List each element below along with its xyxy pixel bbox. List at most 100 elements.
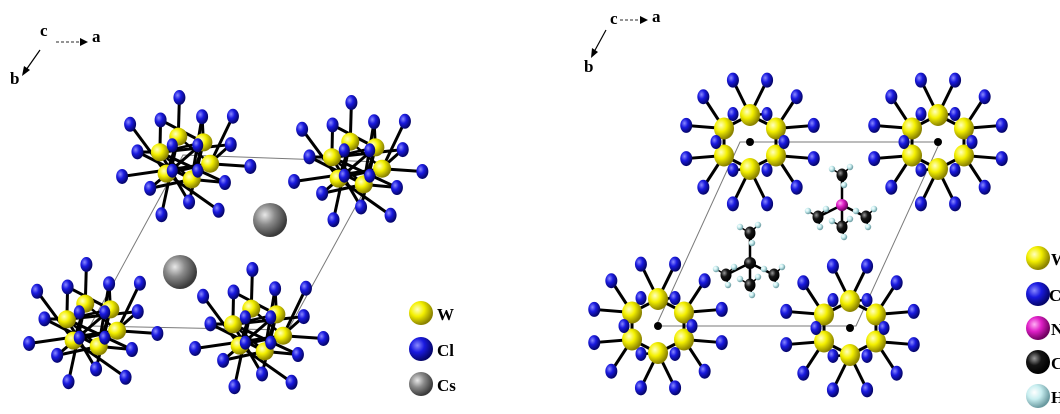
w-atom	[622, 301, 643, 324]
bond	[128, 123, 168, 175]
left-cluster-layer	[23, 89, 429, 395]
b-axis-line	[25, 49, 41, 71]
w-atom	[223, 315, 242, 334]
cl-atom	[246, 261, 259, 277]
cl-atom	[697, 89, 710, 105]
w-atom	[814, 303, 835, 326]
cl-atom	[727, 107, 739, 122]
h-atom	[736, 223, 744, 231]
cl-atom	[291, 347, 304, 363]
cl-atom	[239, 310, 251, 325]
cl-atom	[949, 162, 961, 177]
right-structure-svg: c a b W Cl N C H	[584, 7, 1060, 408]
cl-atom	[73, 305, 85, 320]
cl-atom	[38, 311, 51, 327]
cl-atom	[861, 348, 873, 363]
cl-atom	[686, 319, 698, 333]
h-atom	[736, 275, 744, 283]
w-atom	[622, 328, 643, 351]
cl-atom	[296, 121, 309, 137]
h-atom	[864, 223, 872, 231]
cl-atom	[144, 180, 157, 196]
w-atom	[274, 326, 293, 345]
h-atom	[828, 165, 836, 173]
cl-atom	[807, 117, 820, 133]
w-atom	[108, 321, 127, 340]
w-atom	[740, 158, 760, 180]
bond	[300, 128, 340, 180]
cl-atom	[697, 179, 710, 195]
cl-atom	[605, 273, 618, 289]
cluster	[288, 94, 429, 228]
cl-atom	[269, 281, 282, 297]
w-atom	[840, 344, 860, 366]
cl-atom	[680, 151, 693, 167]
cl-atom	[790, 89, 803, 105]
cl-atom	[61, 279, 74, 295]
h-atom	[754, 221, 762, 229]
cl-atom	[124, 116, 137, 132]
cl-atom	[228, 379, 241, 395]
c-atom	[744, 226, 756, 240]
h-atom	[840, 181, 848, 189]
h-atom	[822, 205, 830, 213]
legend-h-swatch	[1026, 384, 1050, 408]
cl-atom	[326, 117, 339, 133]
cl-atom	[605, 363, 618, 379]
w-atom	[714, 117, 735, 140]
cl-atom	[907, 303, 920, 319]
legend-w-label: W	[1051, 250, 1060, 269]
cl-atom	[226, 108, 239, 124]
right-unit-cell	[655, 141, 941, 327]
cl-atom	[90, 361, 103, 377]
cl-atom	[316, 185, 329, 201]
cl-atom	[183, 194, 196, 210]
cl-atom	[396, 142, 409, 158]
cluster	[780, 258, 920, 398]
cl-atom	[416, 163, 429, 179]
cl-atom	[826, 258, 839, 274]
w-atom	[648, 288, 668, 310]
cl-atom	[303, 149, 316, 165]
cl-atom	[189, 340, 202, 356]
legend-cl-swatch	[1026, 282, 1050, 306]
cl-atom	[861, 258, 874, 274]
cl-atom	[790, 179, 803, 195]
legend-cs-label: Cs	[437, 376, 456, 395]
cl-atom	[62, 374, 75, 390]
cl-atom	[669, 256, 682, 272]
cl-atom	[669, 380, 682, 396]
cl-atom	[727, 162, 739, 177]
cl-atom	[868, 151, 881, 167]
left-structure-panel: c a b W Cl Cs	[10, 21, 456, 396]
cl-atom	[680, 117, 693, 133]
w-atom	[840, 290, 860, 312]
c-axis-label: c	[40, 21, 48, 40]
b-axis-label: b	[584, 57, 593, 76]
cl-atom	[878, 321, 890, 335]
legend-h-label: H	[1051, 388, 1060, 407]
right-structure-panel: c a b W Cl N C H	[530, 0, 1060, 414]
cl-atom	[797, 275, 810, 291]
h-atom	[870, 205, 878, 213]
cl-atom	[780, 303, 793, 319]
cl-atom	[978, 179, 991, 195]
left-legend: W Cl Cs	[409, 301, 456, 396]
cl-atom	[218, 175, 231, 191]
legend-cl-swatch	[409, 337, 433, 361]
legend-c-label: C	[1051, 354, 1060, 373]
h-atom	[778, 263, 786, 271]
cl-atom	[51, 347, 64, 363]
cl-atom	[898, 135, 910, 149]
h-atom	[754, 273, 762, 281]
w-atom	[201, 154, 220, 173]
cl-atom	[949, 107, 961, 122]
cl-atom	[151, 325, 164, 341]
cl-atom	[635, 291, 647, 306]
cl-atom	[368, 114, 381, 130]
cl-atom	[810, 321, 822, 335]
cl-atom	[778, 135, 790, 149]
w-atom	[673, 301, 694, 324]
cl-atom	[890, 365, 903, 381]
cl-atom	[125, 342, 138, 358]
